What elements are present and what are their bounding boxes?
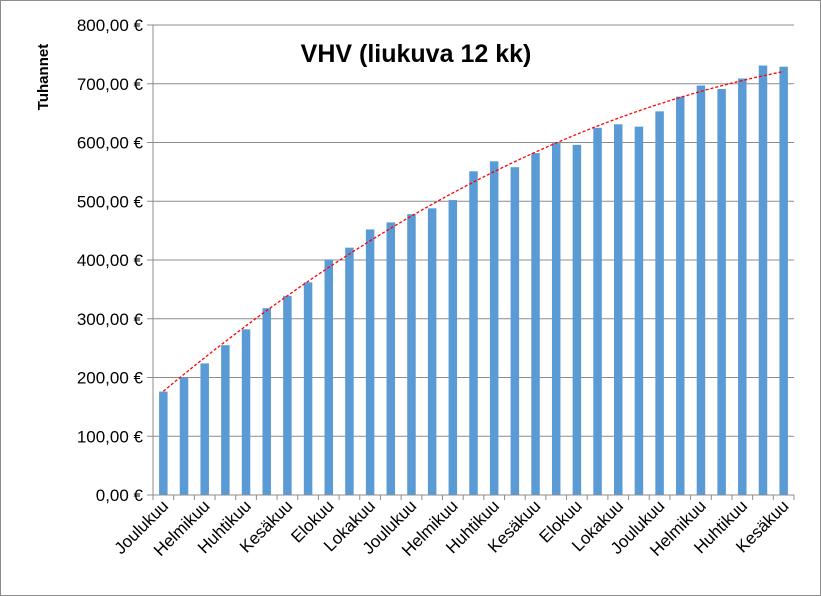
bar: [655, 111, 664, 496]
axes: [152, 25, 795, 500]
bar: [696, 85, 706, 495]
bar: [634, 126, 644, 495]
bar: [779, 66, 788, 496]
y-tick-label: 600,00 €: [77, 134, 144, 153]
bars: [159, 65, 788, 496]
y-tick-label: 0,00 €: [96, 486, 144, 505]
y-tick-label: 500,00 €: [77, 192, 144, 211]
bar: [613, 124, 623, 495]
bar: [531, 153, 540, 495]
bar: [407, 214, 416, 496]
y-tick-label: 800,00 €: [77, 16, 144, 35]
bar: [427, 208, 437, 496]
bar: [572, 144, 582, 495]
trendline: [162, 70, 784, 392]
y-tick-label: 200,00 €: [77, 369, 144, 388]
bar: [324, 259, 334, 495]
bar: [676, 96, 685, 496]
bar: [179, 377, 189, 495]
bar: [510, 167, 520, 496]
bar: [303, 282, 313, 495]
bar: [262, 308, 271, 495]
y-tick-label: 400,00 €: [77, 251, 144, 270]
bar: [489, 161, 499, 496]
bar: [159, 391, 168, 495]
y-tick-label: 100,00 €: [77, 427, 144, 446]
bar: [551, 143, 561, 495]
bar: [469, 171, 478, 495]
bar: [386, 222, 396, 495]
y-tick-label: 700,00 €: [77, 75, 144, 94]
bar: [200, 363, 209, 495]
y-axis-label: Tuhannet: [35, 44, 52, 110]
bar: [221, 345, 230, 495]
bar: [593, 127, 602, 495]
chart-title: VHV (liukuva 12 kk): [301, 40, 532, 68]
bar: [365, 229, 375, 495]
bar: [717, 89, 726, 495]
bar: [738, 78, 747, 496]
bar: [241, 329, 251, 495]
bar: [448, 200, 458, 495]
bar: [283, 295, 292, 495]
bar: [758, 65, 768, 495]
y-tick-label: 300,00 €: [77, 310, 144, 329]
x-tick-labels: JoulukuuHelmikuuHuhtikuuKesäkuuElokuuLok…: [111, 496, 793, 560]
bar: [345, 247, 354, 495]
y-tick-labels: 0,00 € 100,00 € 200,00 € 300,00 € 400,00 € 50…: [77, 16, 144, 505]
